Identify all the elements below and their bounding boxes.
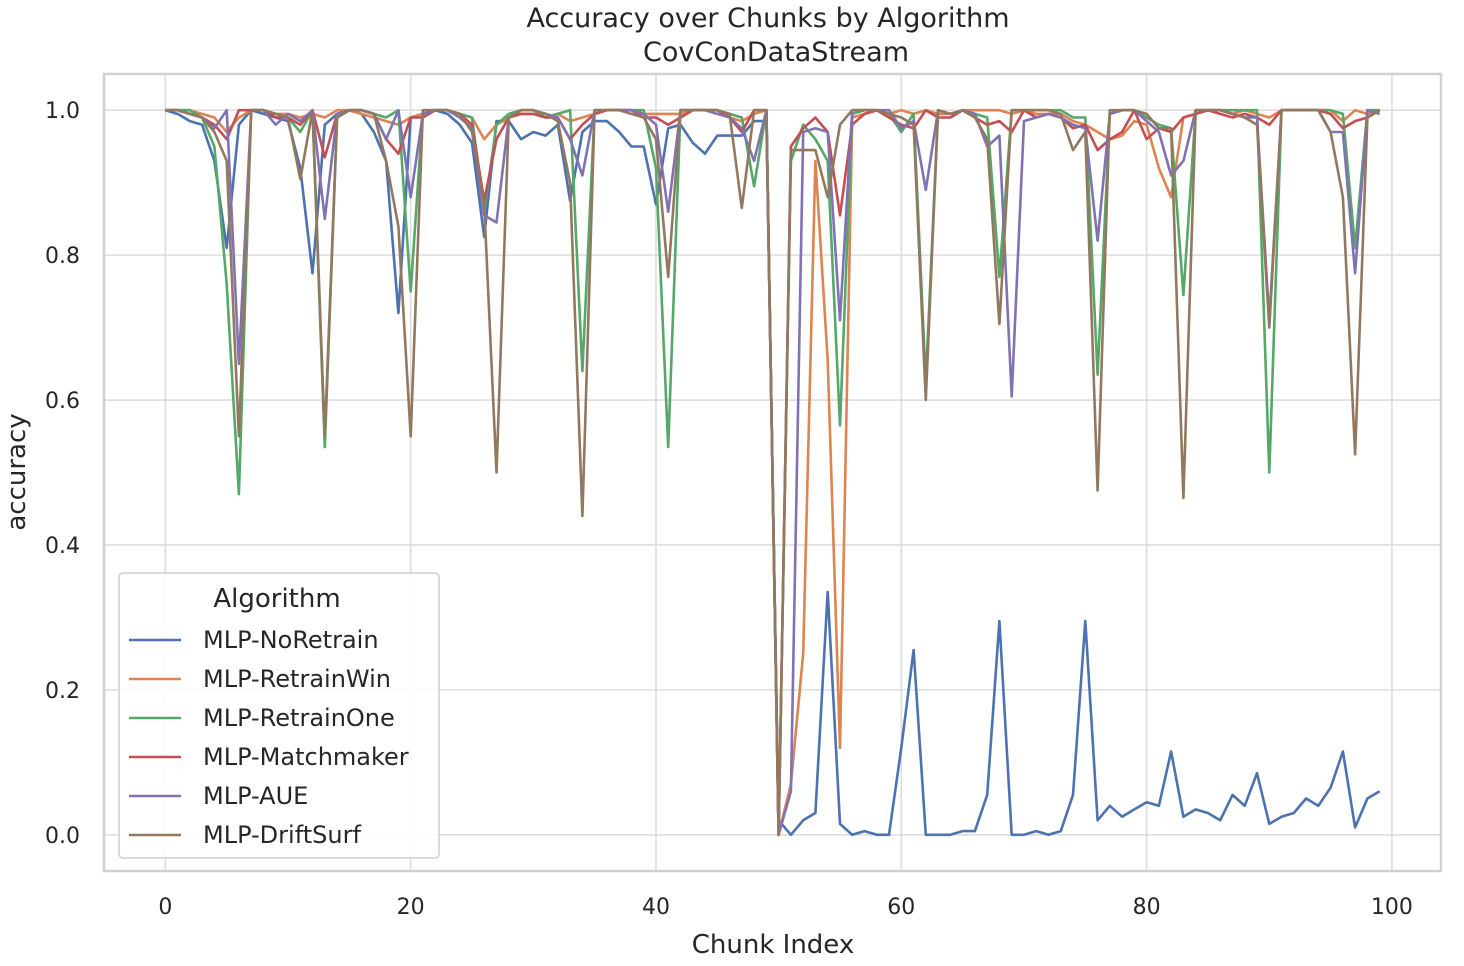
y-tick-label: 0.0 [45, 824, 80, 849]
legend-box [118, 572, 440, 859]
chart-title: Accuracy over Chunks by Algorithm [526, 3, 1009, 34]
legend: Algorithm MLP-NoRetrain MLP-RetrainWin MLP… [118, 572, 440, 859]
plot-lines [164, 108, 1381, 837]
legend-label: MLP-RetrainOne [203, 704, 395, 732]
x-tick-label: 20 [397, 895, 425, 920]
y-axis-label: accuracy [2, 413, 32, 530]
legend-label: MLP-DriftSurf [203, 821, 361, 849]
y-tick-label: 0.6 [45, 389, 80, 414]
legend-label: MLP-AUE [203, 782, 308, 810]
plot-frame [102, 72, 1443, 873]
x-tick-label: 0 [158, 895, 172, 920]
y-tick-label: 0.8 [45, 244, 80, 269]
x-tick-label: 40 [642, 895, 670, 920]
legend-label: MLP-RetrainWin [203, 665, 391, 693]
series-line-mlp-driftsurf [165, 108, 1381, 837]
x-tick-label: 80 [1133, 895, 1161, 920]
tick-labels: 0 20 40 60 80 100 0.0 0.2 0.4 0.6 0.8 1.0 [45, 99, 1413, 920]
x-axis-label: Chunk Index [692, 930, 855, 960]
y-tick-label: 0.2 [45, 679, 80, 704]
legend-title: Algorithm [213, 584, 340, 614]
y-tick-label: 1.0 [45, 99, 80, 124]
y-tick-label: 0.4 [45, 534, 80, 559]
x-tick-label: 60 [887, 895, 915, 920]
legend-label: MLP-NoRetrain [203, 626, 379, 654]
legend-label: MLP-Matchmaker [203, 743, 409, 771]
x-tick-label: 100 [1371, 895, 1413, 920]
chart-subtitle: CovConDataStream [643, 37, 909, 68]
